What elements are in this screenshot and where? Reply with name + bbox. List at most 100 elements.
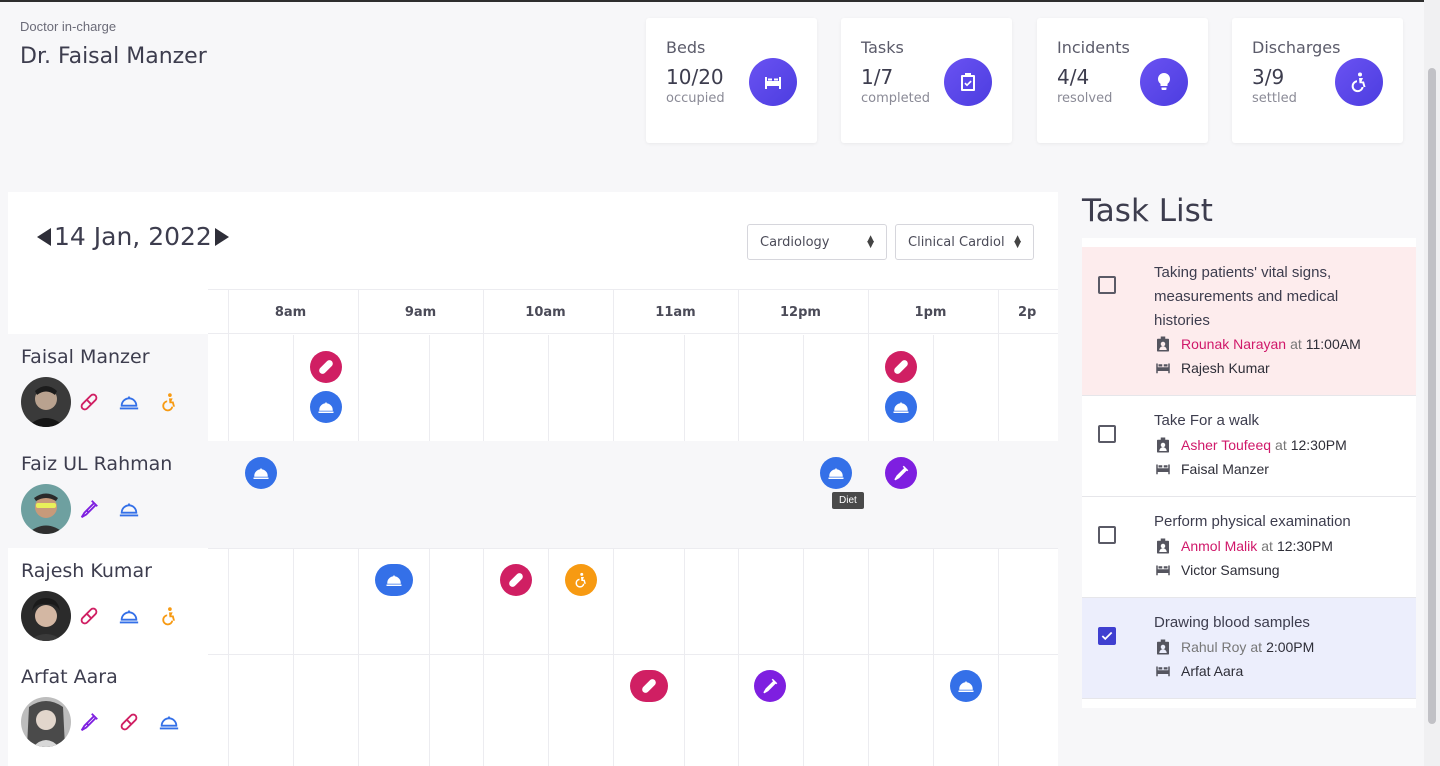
pill-event-icon[interactable] — [630, 670, 668, 702]
select-arrows-icon: ▲ ▼ — [1014, 234, 1021, 250]
stat-sub: completed — [861, 91, 930, 106]
stat-title: Incidents — [1057, 38, 1130, 57]
task-assignee: Asher Toufeeq at 12:30PM — [1154, 436, 1347, 454]
row-divider — [208, 654, 1058, 655]
unit-select-value: Clinical Cardiol — [908, 234, 1005, 250]
grid-line — [738, 335, 739, 766]
at-label: at — [1275, 437, 1287, 453]
at-label: at — [1261, 538, 1273, 554]
grid-line — [548, 335, 549, 766]
task-checkbox[interactable] — [1098, 276, 1116, 294]
lab-event-icon[interactable] — [885, 457, 917, 489]
assignee-name[interactable]: Anmol Malik — [1181, 538, 1258, 554]
clipboard-check-icon — [944, 58, 992, 106]
patient-care-icons — [78, 498, 140, 520]
select-arrows-icon: ▲ ▼ — [867, 234, 874, 250]
prev-date-icon[interactable] — [36, 227, 52, 247]
hour-label: 2p — [1018, 305, 1037, 320]
task-list: Taking patients' vital signs, measuremen… — [1082, 238, 1416, 708]
diet-event-icon[interactable] — [310, 391, 342, 423]
check-icon — [1101, 631, 1113, 641]
diet-event-icon[interactable] — [375, 564, 413, 596]
task-time: 2:00PM — [1266, 639, 1315, 655]
patient-name: Arfat Aara — [21, 666, 118, 688]
task-patient: Rajesh Kumar — [1154, 359, 1270, 377]
task-title: Perform physical examination — [1154, 513, 1351, 530]
grid-line — [613, 290, 614, 335]
task-item: Drawing blood samples Rahul Roy at 2:00P… — [1082, 598, 1416, 699]
lab-event-icon[interactable] — [754, 670, 786, 702]
schedule-panel: 14 Jan, 2022 Cardiology ▲ ▼ Clinical Card… — [8, 192, 1058, 766]
department-select-value: Cardiology — [760, 234, 830, 250]
task-item: Perform physical examination Anmol Malik… — [1082, 497, 1416, 598]
task-checkbox[interactable] — [1098, 627, 1116, 645]
diet-icon — [158, 711, 180, 733]
patient-row: Faiz UL Rahman — [8, 441, 1058, 548]
avatar — [21, 484, 71, 534]
lightbulb-icon — [1140, 58, 1188, 106]
task-assignee: Rounak Narayan at 11:00AM — [1154, 335, 1361, 353]
assignee-name[interactable]: Asher Toufeeq — [1181, 437, 1272, 453]
diet-event-icon[interactable] — [820, 457, 852, 489]
staff-badge-icon — [1157, 437, 1169, 453]
diet-event-icon[interactable] — [950, 670, 982, 702]
stat-sub: resolved — [1057, 91, 1113, 106]
grid-line — [483, 290, 484, 335]
grid-line — [358, 290, 359, 335]
stat-card-beds: Beds 10/20 occupied — [646, 18, 817, 143]
patient-row: Arfat Aara — [8, 654, 1058, 766]
pill-event-icon[interactable] — [310, 351, 342, 383]
grid-line — [483, 335, 484, 766]
avatar — [21, 697, 71, 747]
patient-care-icons — [78, 391, 180, 413]
bed-icon — [1156, 464, 1170, 475]
avatar — [21, 377, 71, 427]
diet-event-icon[interactable] — [885, 391, 917, 423]
stat-card-incidents: Incidents 4/4 resolved — [1037, 18, 1208, 143]
grid-line — [613, 335, 614, 766]
staff-badge-icon — [1157, 336, 1169, 352]
lab-icon — [78, 498, 100, 520]
window-top-border — [0, 0, 1440, 2]
next-date-icon[interactable] — [214, 227, 230, 247]
row-divider — [208, 548, 1058, 549]
pill-event-icon[interactable] — [500, 564, 532, 596]
stat-sub: occupied — [666, 91, 725, 106]
task-title: Take For a walk — [1154, 412, 1260, 429]
doctor-label: Doctor in-charge — [20, 19, 117, 34]
department-select[interactable]: Cardiology ▲ ▼ — [747, 224, 887, 260]
bed-icon — [1156, 565, 1170, 576]
walk-event-icon[interactable] — [565, 564, 597, 596]
lab-icon — [78, 711, 100, 733]
task-patient: Faisal Manzer — [1154, 460, 1269, 478]
patient-name: Faisal Manzer — [1181, 461, 1269, 477]
grid-line — [358, 335, 359, 766]
grid-line — [684, 335, 685, 766]
task-patient: Arfat Aara — [1154, 662, 1243, 680]
at-label: at — [1250, 639, 1263, 655]
patient-row: Faisal Manzer — [8, 334, 208, 441]
grid-line — [868, 335, 869, 766]
task-checkbox[interactable] — [1098, 526, 1116, 544]
patient-name: Victor Samsung — [1181, 562, 1280, 578]
unit-select[interactable]: Clinical Cardiol ▲ ▼ — [895, 224, 1034, 260]
stat-value: 3/9 — [1252, 65, 1285, 89]
task-item: Taking patients' vital signs, measuremen… — [1082, 247, 1416, 396]
patient-name: Rajesh Kumar — [21, 560, 152, 582]
task-time: 12:30PM — [1290, 437, 1347, 453]
assignee-name[interactable]: Rounak Narayan — [1181, 336, 1287, 352]
grid-line — [228, 290, 229, 335]
scrollbar-thumb[interactable] — [1428, 68, 1436, 724]
hour-label: 12pm — [780, 305, 821, 320]
staff-badge-icon — [1157, 538, 1169, 554]
stat-value: 4/4 — [1057, 65, 1090, 89]
task-time: 12:30PM — [1276, 538, 1333, 554]
diet-event-icon[interactable] — [245, 457, 277, 489]
pill-event-icon[interactable] — [885, 351, 917, 383]
task-title: Drawing blood samples — [1154, 614, 1310, 631]
at-label: at — [1290, 336, 1302, 352]
doctor-name: Dr. Faisal Manzer — [20, 44, 207, 69]
assignee-name[interactable]: Rahul Roy — [1181, 639, 1247, 655]
task-checkbox[interactable] — [1098, 425, 1116, 443]
patient-name: Faisal Manzer — [21, 346, 150, 368]
